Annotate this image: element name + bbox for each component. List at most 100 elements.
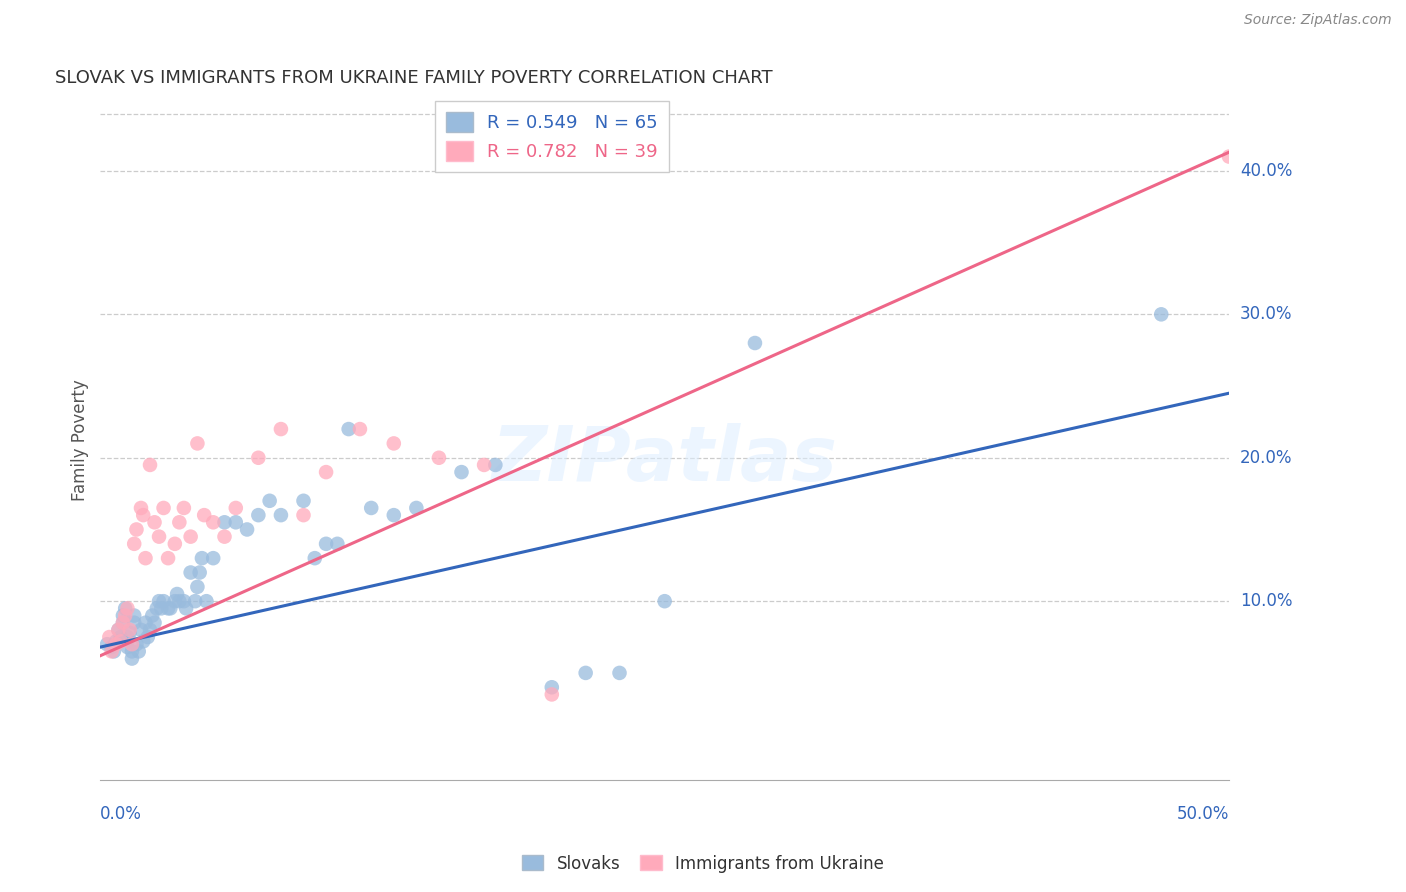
Point: [114, 608, 136, 623]
Text: 20.0%: 20.0%: [1240, 449, 1292, 467]
Point: [152, 594, 174, 608]
Point: [292, 493, 315, 508]
Point: [427, 450, 450, 465]
Point: [202, 551, 225, 566]
Point: [225, 500, 247, 515]
Point: [150, 601, 173, 615]
Point: [141, 608, 163, 623]
Point: [107, 623, 129, 637]
Point: [360, 500, 382, 515]
Point: [98, 630, 121, 644]
Point: [157, 551, 180, 566]
Point: [117, 640, 139, 654]
Point: [134, 615, 156, 630]
Point: [122, 608, 145, 623]
Point: [96, 637, 118, 651]
Point: [118, 625, 141, 640]
Text: 10.0%: 10.0%: [1240, 592, 1292, 610]
Point: [186, 436, 208, 450]
Point: [180, 530, 202, 544]
Point: [146, 601, 169, 615]
Point: [143, 615, 166, 630]
Point: [259, 493, 281, 508]
Point: [654, 594, 676, 608]
Point: [159, 601, 181, 615]
Point: [121, 637, 143, 651]
Point: [202, 516, 225, 530]
Point: [173, 500, 195, 515]
Legend: Slovaks, Immigrants from Ukraine: Slovaks, Immigrants from Ukraine: [515, 848, 891, 880]
Point: [540, 680, 562, 694]
Point: [148, 530, 170, 544]
Point: [270, 508, 292, 523]
Point: [173, 594, 195, 608]
Point: [148, 594, 170, 608]
Text: SLOVAK VS IMMIGRANTS FROM UKRAINE FAMILY POVERTY CORRELATION CHART: SLOVAK VS IMMIGRANTS FROM UKRAINE FAMILY…: [55, 69, 773, 87]
Legend: R = 0.549   N = 65, R = 0.782   N = 39: R = 0.549 N = 65, R = 0.782 N = 39: [434, 102, 669, 172]
Point: [111, 615, 134, 630]
Text: 50.0%: 50.0%: [1177, 805, 1229, 823]
Point: [129, 500, 152, 515]
Point: [270, 422, 292, 436]
Point: [188, 566, 211, 580]
Point: [110, 630, 132, 644]
Point: [128, 644, 150, 658]
Text: ZIPatlas: ZIPatlas: [492, 424, 838, 497]
Point: [1150, 307, 1173, 321]
Point: [186, 580, 208, 594]
Point: [169, 594, 191, 608]
Point: [174, 601, 197, 615]
Point: [122, 615, 145, 630]
Point: [111, 608, 134, 623]
Point: [111, 615, 134, 630]
Point: [337, 422, 360, 436]
Point: [117, 630, 139, 644]
Point: [191, 551, 214, 566]
Point: [121, 644, 143, 658]
Point: [304, 551, 326, 566]
Point: [166, 587, 188, 601]
Point: [193, 508, 215, 523]
Point: [292, 508, 315, 523]
Point: [382, 436, 405, 450]
Point: [105, 634, 128, 648]
Point: [118, 623, 141, 637]
Point: [315, 465, 337, 479]
Point: [472, 458, 495, 472]
Point: [247, 450, 270, 465]
Point: [139, 458, 162, 472]
Point: [247, 508, 270, 523]
Point: [382, 508, 405, 523]
Point: [125, 637, 148, 651]
Point: [134, 551, 156, 566]
Point: [103, 644, 125, 658]
Point: [139, 623, 162, 637]
Point: [132, 508, 155, 523]
Point: [152, 500, 174, 515]
Point: [169, 516, 191, 530]
Point: [129, 623, 152, 637]
Point: [114, 601, 136, 615]
Point: [163, 537, 186, 551]
Point: [157, 601, 180, 615]
Point: [121, 651, 143, 665]
Point: [132, 634, 155, 648]
Point: [405, 500, 427, 515]
Point: [105, 637, 128, 651]
Point: [136, 630, 159, 644]
Text: 30.0%: 30.0%: [1240, 305, 1292, 323]
Point: [122, 537, 145, 551]
Point: [195, 594, 218, 608]
Text: 0.0%: 0.0%: [100, 805, 142, 823]
Point: [214, 516, 236, 530]
Point: [107, 623, 129, 637]
Point: [163, 594, 186, 608]
Point: [184, 594, 207, 608]
Text: 40.0%: 40.0%: [1240, 162, 1292, 180]
Point: [225, 516, 247, 530]
Text: Source: ZipAtlas.com: Source: ZipAtlas.com: [1244, 13, 1392, 28]
Point: [100, 640, 122, 654]
Point: [315, 537, 337, 551]
Point: [236, 523, 259, 537]
Point: [744, 336, 766, 351]
